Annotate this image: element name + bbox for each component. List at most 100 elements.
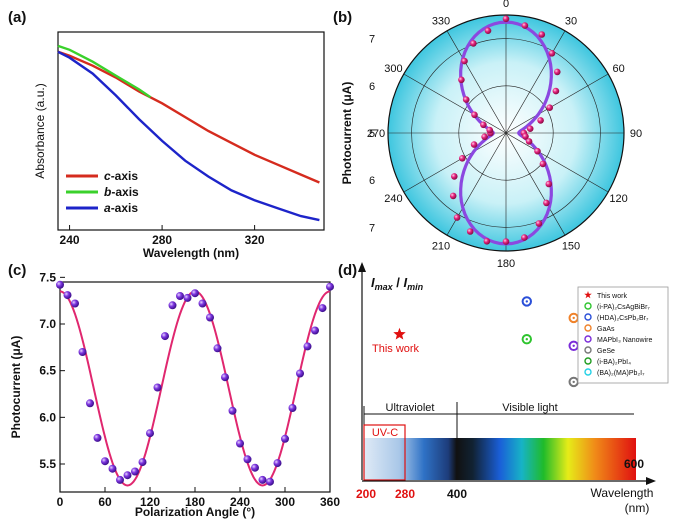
y-tick-label-5.5: 5.5 [39, 457, 56, 471]
data-point-180 [191, 289, 199, 298]
polar-point-240 [459, 155, 466, 162]
legend-ring-6 [584, 357, 592, 365]
data-point-170 [183, 293, 192, 302]
y-tick-label-6: 6.0 [39, 410, 56, 424]
polar-point-110 [525, 138, 533, 145]
polar-point-210 [453, 214, 461, 221]
theta-label-120: 120 [609, 193, 627, 205]
y-tick-label-7.5: 7.5 [39, 270, 56, 284]
polar-point-50 [552, 87, 560, 95]
polar-point-60 [546, 104, 553, 111]
polar-point-160 [535, 220, 543, 227]
polar-point-30 [548, 50, 556, 57]
legend-label-7: (BA)₂(MA)Pb₂I₇ [597, 370, 645, 377]
data-point-200 [206, 313, 214, 322]
legend-label-a-axis: a-axis [104, 201, 138, 215]
panel-c-ylabel: Photocurrent (μA) [9, 336, 23, 439]
data-point-270 [258, 475, 267, 484]
data-point-120 [146, 429, 154, 438]
panel-d-ylabel-i2: I [403, 275, 407, 290]
theta-label-210: 210 [432, 241, 450, 253]
panel-a: (a) 240 280 320 Wavelength (nm) Absorbance… [8, 9, 325, 260]
theta-label-180: 180 [497, 258, 515, 270]
theta-label-60: 60 [612, 63, 624, 75]
point-dot-1 [525, 338, 528, 341]
legend-ring-2 [584, 313, 592, 321]
panel-a-axes-frame [57, 31, 325, 231]
polar-point-40 [554, 68, 561, 76]
fit-curve [59, 290, 331, 487]
polar-point-80 [526, 125, 534, 132]
uv-label: Ultraviolet [386, 402, 435, 414]
legend-label-6: (i-BA)₂PbI₄ [597, 359, 631, 366]
theta-label-0: 0 [503, 0, 509, 10]
series-line-b-axis [57, 44, 152, 99]
data-point-150 [168, 301, 177, 310]
legend-star [584, 291, 592, 299]
data-point-90 [123, 471, 132, 480]
data-point-310 [288, 404, 297, 412]
data-point-260 [251, 463, 259, 472]
panel-c-series: 0 60 120 180 240 300 360 5.5 6.0 6.5 7.0 7.5 [39, 270, 340, 509]
polar-point-340 [470, 40, 477, 47]
data-point-20 [71, 299, 79, 308]
r-tick-top-5: 5 [369, 128, 375, 140]
point-dot-3 [572, 316, 575, 320]
uvc-label: UV-C [372, 427, 398, 439]
polar-point-20 [538, 31, 546, 38]
tick-600: 600 [624, 457, 644, 471]
polar-point-180 [502, 238, 510, 245]
polar-point-120 [534, 147, 541, 155]
point-dot-4 [572, 344, 575, 347]
data-point-100 [131, 467, 139, 476]
legend-label-5: GeSe [597, 348, 615, 355]
data-point-300 [281, 434, 289, 443]
panel-d-legend-box [577, 286, 669, 384]
point-ring-2 [521, 296, 532, 307]
panel-a-legend: c-axis b-axis a-axis [66, 169, 139, 215]
polar-point-130 [539, 160, 547, 168]
data-point-50 [93, 433, 102, 442]
panel-b-letter: (b) [333, 9, 352, 26]
data-point-60 [101, 457, 109, 466]
point-ring-1 [521, 334, 532, 345]
theta-label-90: 90 [630, 128, 642, 140]
tick-280: 280 [395, 487, 415, 501]
data-point-280 [266, 477, 274, 486]
legend-label-a-axis-suffix: -axis [111, 201, 139, 215]
legend-label-b-axis-suffix: -axis [111, 185, 139, 199]
polar-point-10 [521, 22, 529, 29]
data-point-130 [153, 383, 162, 392]
data-point-360 [326, 282, 334, 291]
legend-entry-c-axis: c-axis [66, 169, 138, 183]
spectrum-bar [364, 438, 636, 480]
data-point-250 [243, 455, 252, 464]
polar-point-150 [543, 199, 550, 207]
legend-ring-3 [584, 324, 592, 332]
data-point-330 [303, 342, 312, 351]
panel-d-ylabel-max: max [375, 282, 394, 292]
polar-spoke-330 [446, 30, 507, 134]
panel-d-ylabel-i1: I [371, 275, 375, 290]
panel-a-letter: (a) [8, 9, 26, 26]
legend-label-b-axis-prefix: b [104, 185, 111, 199]
data-point-0 [56, 280, 64, 289]
legend-ring-1 [584, 302, 592, 310]
x-tick-label-180: 180 [185, 495, 205, 509]
data-point-110 [138, 458, 147, 467]
x-tick-label-0: 0 [57, 495, 64, 509]
theta-label-330: 330 [432, 15, 450, 27]
r-tick-bottom-7: 7 [369, 222, 375, 234]
polar-point-220 [449, 192, 457, 200]
data-point-210 [213, 344, 222, 353]
series-line-a-axis [57, 50, 320, 222]
y-tick-label-6.5: 6.5 [39, 364, 56, 378]
panel-d-y-arrow [358, 262, 366, 272]
legend-label-1: (i-PA)₂CsAgBiBr₇ [597, 304, 650, 311]
polar-spoke-120 [505, 132, 609, 193]
legend-entry-a-axis: a-axis [66, 201, 138, 215]
polar-spoke-240 [403, 132, 507, 193]
legend-ring-5 [584, 346, 592, 354]
x-tick-label-300: 300 [275, 495, 295, 509]
series-line-c-axis [57, 50, 320, 184]
